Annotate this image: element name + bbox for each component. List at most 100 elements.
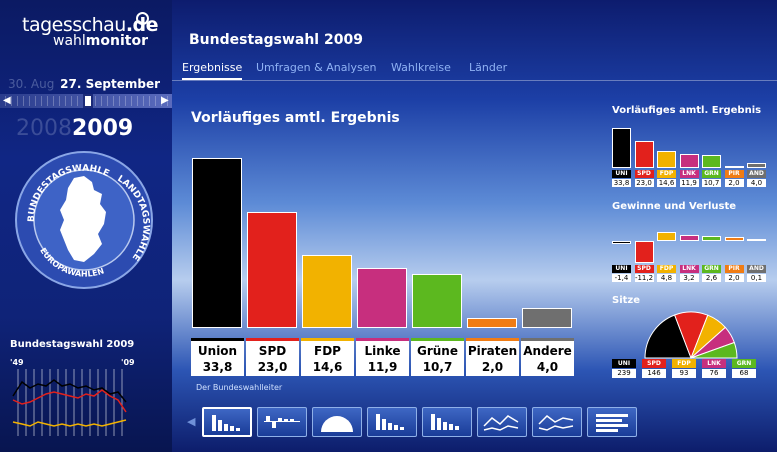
bar-andere[interactable] [522, 308, 572, 328]
bar-category-name: Linke [364, 344, 401, 358]
mini-bar-and[interactable] [747, 239, 766, 241]
mini-bar-lnk[interactable] [679, 154, 699, 168]
toolbar-left-arrow-icon[interactable]: ◀ [187, 415, 196, 428]
mini-bar-lnk[interactable] [679, 235, 699, 241]
mini-bar-and[interactable] [747, 163, 766, 168]
seat-category-label: SPD [642, 359, 666, 368]
mini-value-label: 2,0 [724, 274, 744, 282]
tab-laender[interactable]: Länder [469, 61, 508, 74]
bar-strip-grüne [411, 338, 464, 342]
bar-label-fdp: FDP 14,6 [301, 341, 354, 376]
seat-category-label: LNK [702, 359, 726, 368]
mini-value-label: 4,0 [747, 179, 766, 187]
bar-union[interactable] [192, 158, 242, 328]
gains-losses-icon [264, 416, 300, 428]
bar-linke[interactable] [357, 268, 407, 328]
mini-category-label: FDP [657, 265, 676, 273]
mini-history-line-union [12, 379, 127, 403]
chart-source: Der Bundeswahlleiter [196, 383, 283, 392]
slider-left-arrow-icon[interactable]: ◀ [3, 95, 11, 106]
seat-value-label: 76 [702, 369, 726, 378]
mini-history-line-spd [12, 389, 127, 413]
bar-strip-andere [521, 338, 574, 342]
bar-value-label: 10,7 [422, 360, 453, 374]
seat-value-label: 93 [672, 369, 696, 378]
bar-category-name: Andere [523, 344, 572, 358]
line-chart-icon [483, 415, 519, 431]
mini-bar-spd[interactable] [634, 241, 654, 263]
mini-category-label: AND [747, 170, 766, 178]
bar-category-name: Grüne [417, 344, 458, 358]
view-table-button[interactable] [587, 407, 637, 437]
tab-ergebnisse[interactable]: Ergebnisse [182, 61, 243, 80]
seat-category-label: UNI [612, 359, 636, 368]
mini-bar-grn[interactable] [702, 155, 721, 168]
mini-bar-uni[interactable] [612, 128, 631, 168]
mini-category-label: GRN [702, 170, 721, 178]
seat-slice-uni[interactable] [644, 314, 692, 359]
result-bar-chart[interactable]: Union 33,8 SPD 23,0 FDP 14,6 Linke 11,9 Grüne 10,… [172, 140, 592, 380]
bar-piraten[interactable] [467, 318, 517, 328]
mini-bar-uni[interactable] [612, 241, 631, 244]
view-region-button[interactable] [422, 407, 472, 437]
mini-bar-pir[interactable] [724, 237, 744, 241]
brand-logo-text[interactable]: tagesschau.de [22, 14, 159, 36]
mini-category-label: PIR [724, 265, 744, 273]
bar-grüne[interactable] [412, 274, 462, 328]
timeline-slider[interactable]: ◀ ▶ [0, 94, 172, 108]
bar-strip-spd [246, 338, 299, 342]
nav-divider [172, 80, 777, 81]
mini-bar-fdp[interactable] [657, 151, 676, 168]
view-history-button[interactable] [532, 407, 582, 437]
table-list-icon [596, 414, 628, 432]
view-bar-chart-button[interactable] [202, 407, 252, 437]
comparison-bars-icon [376, 414, 404, 430]
brand-de: .de [125, 14, 159, 36]
view-comparison-button[interactable] [367, 407, 417, 437]
bar-category-name: Union [197, 344, 238, 358]
mini-value-label: 2,6 [702, 274, 721, 282]
year-selector: 20082009 [16, 116, 133, 141]
seats-legend: UNI 239 SPD 146 FDP 93 LNK 76 GRN 68 [612, 359, 772, 379]
bar-label-union: Union 33,8 [191, 341, 244, 376]
timeline-slider-handle[interactable] [83, 94, 93, 108]
view-trend-button[interactable] [477, 407, 527, 437]
bar-strip-fdp [301, 338, 354, 342]
slider-right-arrow-icon[interactable]: ▶ [161, 95, 169, 106]
date-previous[interactable]: 30. Aug [8, 77, 55, 91]
tab-wahlkreise[interactable]: Wahlkreise [391, 61, 451, 74]
chart-title: Vorläufiges amtl. Ergebnis [191, 110, 400, 126]
history-chart-icon [538, 415, 574, 431]
mini-bar-pir[interactable] [724, 166, 744, 168]
mini-value-label: 0,1 [747, 274, 766, 282]
mini-bar-spd[interactable] [634, 141, 654, 168]
mini-value-label: 11,9 [679, 179, 699, 187]
bar-spd[interactable] [247, 212, 297, 328]
bar-strip-linke [356, 338, 409, 342]
view-seats-button[interactable] [312, 407, 362, 437]
mini-bar-grn[interactable] [702, 236, 721, 241]
seat-slice-grn[interactable] [690, 341, 738, 359]
gains-losses-chart[interactable]: UNI -1,4 SPD -11,2 FDP 4,8 LNK 3,2 GRN 2,6 PIR 2,0 A… [612, 216, 772, 286]
mini-value-label: 2,0 [724, 179, 744, 187]
bar-fdp[interactable] [302, 255, 352, 328]
mini-value-label: 14,6 [657, 179, 676, 187]
mini-history-chart[interactable] [8, 364, 138, 439]
year-previous[interactable]: 2008 [16, 116, 72, 141]
date-selector: 30. Aug 27. September [0, 77, 160, 91]
bar-strip-piraten [466, 338, 519, 342]
germany-map-icon[interactable] [60, 176, 106, 262]
view-toolbar: ◀ [187, 407, 637, 439]
bar-value-label: 23,0 [257, 360, 288, 374]
mini-result-chart[interactable]: UNI 33,8 SPD 23,0 FDP 14,6 LNK 11,9 GRN 10,7 PIR 2,… [612, 120, 772, 190]
view-gains-losses-button[interactable] [257, 407, 307, 437]
seats-chart[interactable] [641, 308, 741, 360]
election-type-wheel[interactable]: BUNDESTAGSWAHLEN LANDTAGSWAHLEN EUROPAWA… [14, 150, 154, 290]
mini-bar-fdp[interactable] [657, 232, 676, 241]
tab-umfragen-analysen[interactable]: Umfragen & Analysen [256, 61, 377, 74]
mini-category-label: GRN [702, 265, 721, 273]
mini-history-line-fdp [12, 419, 127, 427]
mini-result-title: Vorläufiges amtl. Ergebnis [612, 105, 762, 116]
mini-category-label: SPD [634, 170, 654, 178]
bar-value-label: 11,9 [367, 360, 398, 374]
